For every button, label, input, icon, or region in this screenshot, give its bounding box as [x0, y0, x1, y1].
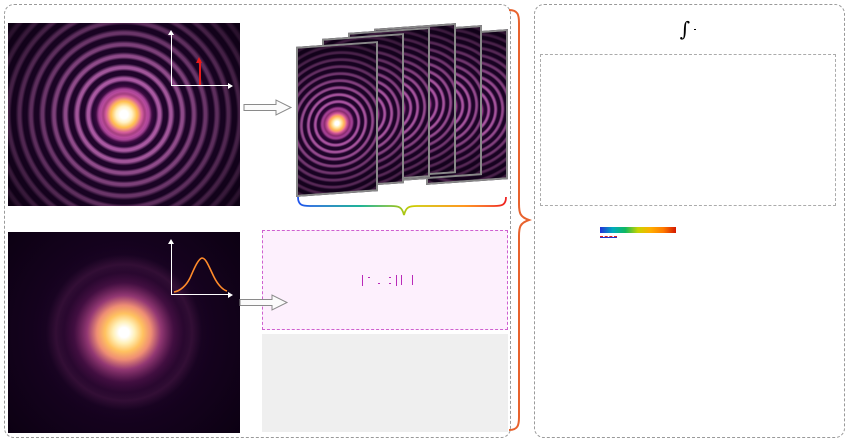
monochromatic-peak-marker [196, 57, 203, 85]
right-arrow-icon [243, 99, 293, 116]
psf-propagate-arrow-group [241, 99, 295, 121]
omega-plot-svg [536, 212, 838, 434]
omega-plot-legend [600, 226, 676, 238]
psf-plot-svg [541, 55, 835, 203]
vector-delimiters [400, 275, 413, 285]
broadband-compose-arrow-group [235, 294, 293, 316]
legend-lambda-B-marker [600, 237, 617, 238]
solve-equation-box [262, 334, 508, 432]
legend-colorbar [600, 227, 676, 233]
mono-spectrum-inset [168, 30, 233, 89]
matrix-delimiters [361, 274, 397, 286]
right-arrow-icon [239, 294, 289, 311]
legend-lambda-m-marker [600, 236, 617, 237]
broadband-integral-equation: ∫ [540, 8, 838, 50]
psf-profiles-plot [540, 54, 836, 206]
broadband-spectrum-inset [168, 239, 233, 298]
broadband-section-title [10, 214, 13, 233]
left-dashed-panel [4, 4, 511, 438]
panel-vignette [298, 43, 376, 195]
psf-panel [296, 41, 378, 197]
broadband-spectrum-curve [173, 257, 228, 293]
mono-section-title [10, 5, 13, 24]
stack-group-brace [297, 196, 507, 216]
sqrt-term [694, 28, 697, 30]
right-dashed-panel [534, 4, 845, 438]
integral-sign: ∫ [679, 17, 691, 41]
psf-matrix-formula-box [262, 230, 508, 330]
monochromatic-diffraction-image [8, 23, 240, 206]
broadband-diffraction-image [8, 232, 240, 433]
psf-matrix-equation [358, 274, 413, 286]
section-connector-brace [508, 9, 532, 431]
omega-spectrum-plot [536, 212, 838, 434]
